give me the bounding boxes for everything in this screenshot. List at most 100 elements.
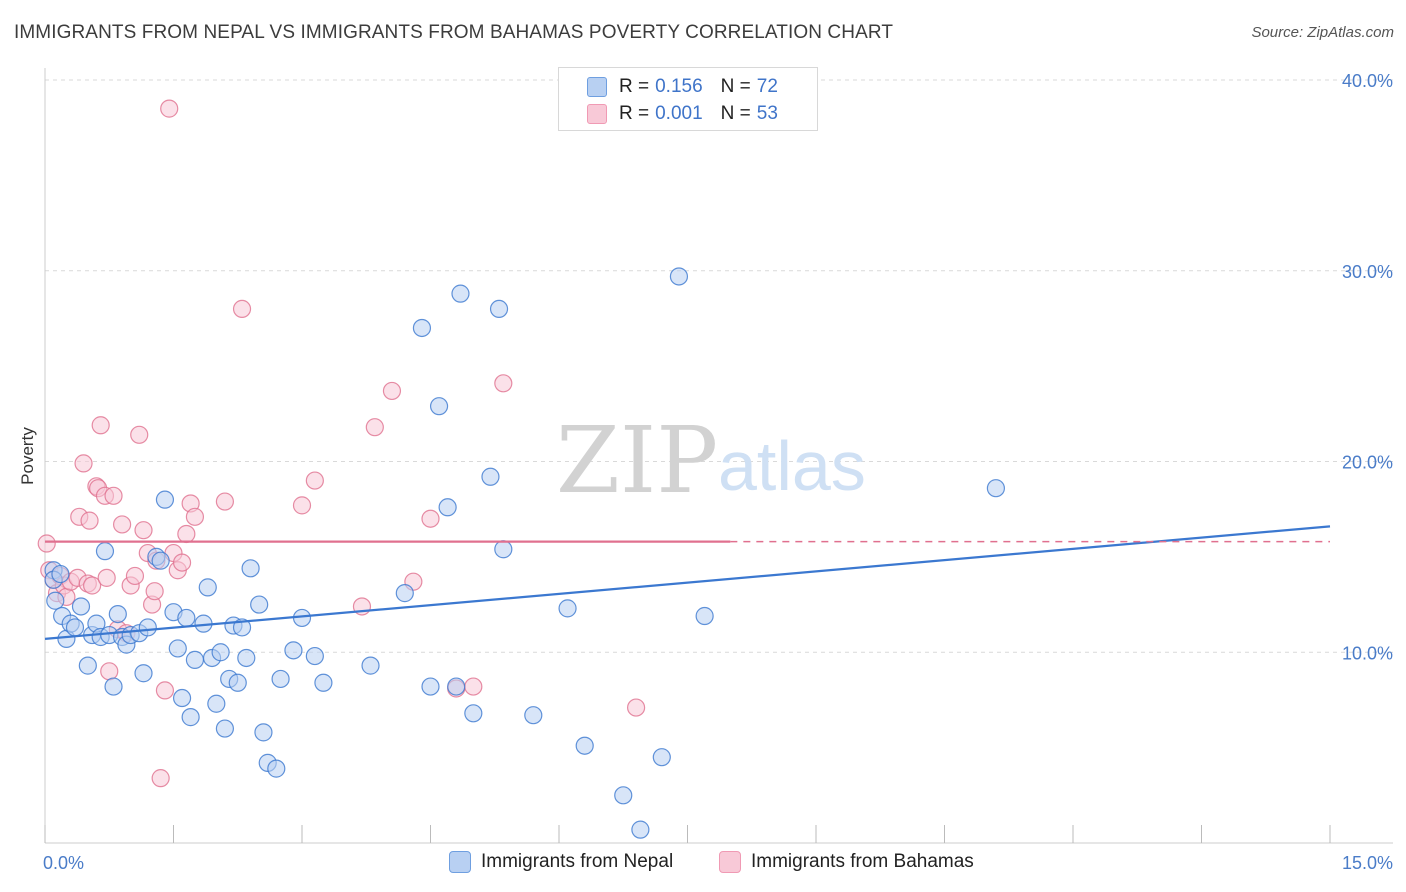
bahamas-point: [421, 509, 440, 528]
bahamas-point: [80, 511, 99, 530]
bahamas-point: [91, 416, 110, 435]
bahamas-point: [125, 566, 145, 586]
bahamas-point: [160, 99, 179, 118]
nepal-point: [232, 618, 252, 637]
bahamas-point: [185, 507, 205, 526]
bottom-legend-label-nepal: Immigrants from Nepal: [481, 851, 674, 872]
watermark: ZIP atlas: [556, 407, 866, 514]
bahamas-point: [145, 582, 164, 601]
grid: [45, 79, 1393, 653]
nepal-point: [207, 694, 226, 713]
bottom-legend-swatch-bahamas: [719, 851, 741, 873]
bahamas-point: [292, 496, 312, 515]
x-tick-label: 15.0%: [1342, 853, 1393, 873]
nepal-point: [104, 677, 123, 696]
nepal-point: [395, 584, 414, 603]
nepal-point: [631, 820, 650, 839]
bottom-legend-label-bahamas: Immigrants from Bahamas: [751, 851, 974, 872]
nepal-point: [177, 608, 196, 628]
bahamas-point: [365, 418, 384, 437]
bahamas-point: [382, 381, 402, 401]
nepal-point: [412, 318, 432, 338]
bahamas-point: [464, 677, 483, 696]
nepal-point: [46, 591, 65, 610]
legend-r-value: 0.001: [655, 103, 703, 124]
y-tick-label: 30.0%: [1342, 262, 1393, 282]
nepal-point: [986, 479, 1006, 498]
nepal-point: [447, 677, 466, 696]
bahamas-point: [83, 576, 102, 595]
legend-swatch-bahamas: [587, 104, 607, 124]
nepal-point: [108, 604, 127, 624]
bahamas-point: [155, 681, 175, 700]
bahamas-point: [305, 471, 324, 490]
legend: R = 0.156 N = 72 R = 0.001 N = 53: [558, 67, 818, 131]
nepal-point: [314, 673, 333, 692]
nepal-point: [241, 559, 260, 578]
data-points: [37, 99, 1006, 839]
chart-title: IMMIGRANTS FROM NEPAL VS IMMIGRANTS FROM…: [14, 22, 894, 43]
bahamas-point: [74, 454, 93, 473]
nepal-point: [181, 708, 200, 727]
nepal-point: [438, 498, 457, 517]
bahamas-point: [112, 515, 132, 534]
legend-row-bahamas: R = 0.001 N = 53: [587, 101, 778, 127]
nepal-point: [95, 542, 115, 561]
bottom-legend: Immigrants from Nepal Immigrants from Ba…: [0, 851, 1406, 877]
axes: [44, 68, 1393, 844]
nepal-point: [198, 578, 217, 597]
axis-labels: 10.0% 20.0% 30.0% 40.0% 0.0% 15.0% Poverty: [18, 71, 1393, 873]
nepal-point: [481, 467, 500, 486]
nepal-point: [134, 664, 153, 683]
bahamas-point: [130, 425, 149, 444]
nepal-point: [464, 704, 483, 723]
bottom-legend-swatch-nepal: [449, 851, 471, 873]
nepal-point: [558, 599, 577, 618]
legend-row-nepal: R = 0.156 N = 72: [587, 74, 778, 100]
watermark-atlas: atlas: [718, 427, 866, 505]
nepal-point: [271, 669, 290, 689]
nepal-point: [305, 646, 324, 666]
nepal-point: [138, 618, 157, 637]
nepal-point: [284, 641, 303, 660]
bahamas-point: [100, 662, 119, 681]
y-tick-label: 10.0%: [1342, 643, 1393, 663]
nepal-trend-line: [44, 525, 1331, 640]
legend-r-label: R =: [619, 103, 650, 124]
legend-r-value: 0.156: [655, 76, 703, 97]
source-label: Source: ZipAtlas.com: [1251, 24, 1394, 41]
legend-n-value: 72: [756, 76, 778, 97]
nepal-point: [51, 564, 70, 584]
nepal-point: [361, 656, 380, 675]
y-axis-title: Poverty: [18, 427, 37, 485]
legend-n-label: N =: [720, 103, 751, 124]
bahamas-point: [177, 524, 196, 544]
nepal-point: [172, 688, 192, 708]
bahamas-point: [97, 568, 116, 587]
nepal-point: [254, 723, 273, 742]
bahamas-point: [37, 534, 56, 553]
nepal-point: [168, 639, 187, 658]
bahamas-point: [494, 374, 513, 393]
nepal-point: [78, 656, 97, 675]
trend-lines: [44, 525, 1331, 640]
bahamas-point: [172, 553, 192, 572]
bahamas-point: [215, 492, 234, 511]
nepal-point: [451, 284, 470, 303]
bottom-legend-item-nepal[interactable]: Immigrants from Nepal: [449, 851, 673, 873]
bottom-legend-item-bahamas[interactable]: Immigrants from Bahamas: [719, 851, 974, 873]
nepal-point: [155, 490, 175, 509]
nepal-point: [421, 677, 440, 696]
bahamas-point: [626, 698, 646, 717]
bahamas-point: [232, 299, 252, 318]
nepal-point: [494, 540, 513, 559]
nepal-point: [151, 551, 170, 570]
nepal-point: [524, 706, 543, 725]
nepal-point: [575, 736, 594, 755]
nepal-point: [71, 597, 91, 616]
watermark-zip: ZIP: [556, 407, 718, 514]
bahamas-point: [151, 769, 170, 788]
legend-n-value: 53: [756, 103, 778, 124]
nepal-point: [215, 719, 234, 738]
